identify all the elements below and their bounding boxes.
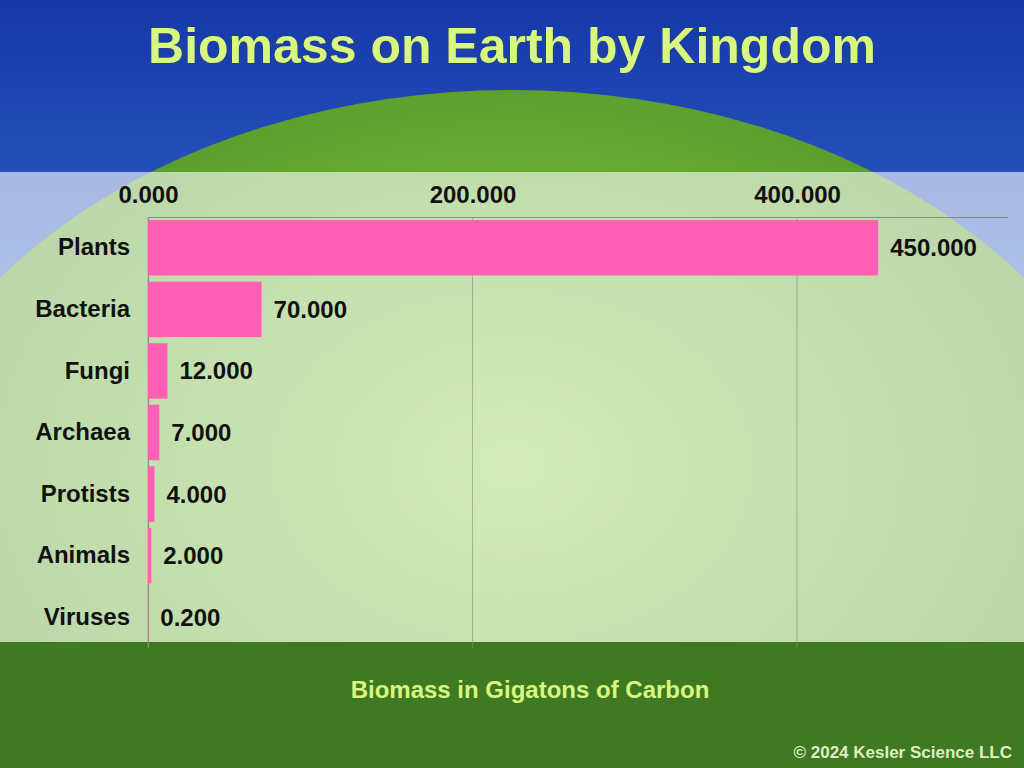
x-tick-label: 200.000	[430, 181, 517, 208]
grid-line	[797, 217, 798, 648]
data-label: 12.000	[179, 357, 252, 384]
y-tick-label: Archaea	[35, 418, 130, 445]
bar	[148, 405, 159, 460]
x-tick-label: 0.000	[118, 181, 178, 208]
y-tick: Fungi	[65, 357, 148, 384]
y-tick: Animals	[37, 541, 148, 568]
y-tick: Archaea	[35, 418, 148, 445]
data-label: 0.200	[160, 604, 220, 631]
y-tick-label: Protists	[41, 480, 130, 507]
data-label: 2.000	[163, 542, 223, 569]
x-axis-line	[149, 217, 1009, 218]
data-label: 4.000	[166, 481, 226, 508]
data-label: 450.000	[890, 234, 977, 261]
data-labels: 450.000 70.000 12.000 7.000 4.000 2.000 0.200	[160, 234, 977, 630]
chart-container: 0.000 200.000 400.000 Plants Bacteria Fungi Ar…	[0, 0, 1024, 768]
data-label: 7.000	[171, 419, 231, 446]
x-axis: 0.000 200.000 400.000	[118, 181, 1008, 218]
data-label: 70.000	[274, 296, 347, 323]
y-axis: Plants Bacteria Fungi Archaea Protists Animal…	[35, 218, 148, 649]
ground	[0, 642, 1024, 768]
y-tick: Viruses	[44, 603, 148, 630]
bar	[148, 466, 154, 521]
grid	[148, 217, 797, 648]
y-tick: Protists	[41, 480, 148, 507]
x-tick-label: 400.000	[754, 181, 841, 208]
y-tick: Plants	[58, 233, 148, 260]
y-tick-label: Plants	[58, 233, 130, 260]
background	[0, 0, 1024, 768]
bar	[148, 220, 878, 275]
x-tick: 0.000	[118, 181, 178, 217]
bar	[148, 528, 151, 583]
bar	[148, 343, 167, 398]
x-tick: 400.000	[754, 181, 841, 217]
plot-panel	[0, 172, 1024, 642]
y-tick-label: Animals	[37, 541, 130, 568]
y-tick: Bacteria	[35, 295, 148, 322]
x-axis-title: Biomass in Gigatons of Carbon	[351, 676, 710, 703]
globe	[0, 90, 1024, 768]
chart-title: Biomass on Earth by Kingdom	[148, 18, 876, 74]
chart-svg: 0.000 200.000 400.000 Plants Bacteria Fungi Ar…	[0, 0, 1024, 768]
annotation: © 2024 Kesler Science LLC	[793, 743, 1012, 762]
bars	[148, 220, 878, 645]
y-tick-label: Fungi	[65, 357, 130, 384]
bar	[148, 282, 262, 337]
grid-line	[472, 217, 473, 648]
y-tick-label: Bacteria	[35, 295, 130, 322]
y-tick-label: Viruses	[44, 603, 130, 630]
bar	[148, 590, 149, 645]
x-tick: 200.000	[430, 181, 517, 217]
